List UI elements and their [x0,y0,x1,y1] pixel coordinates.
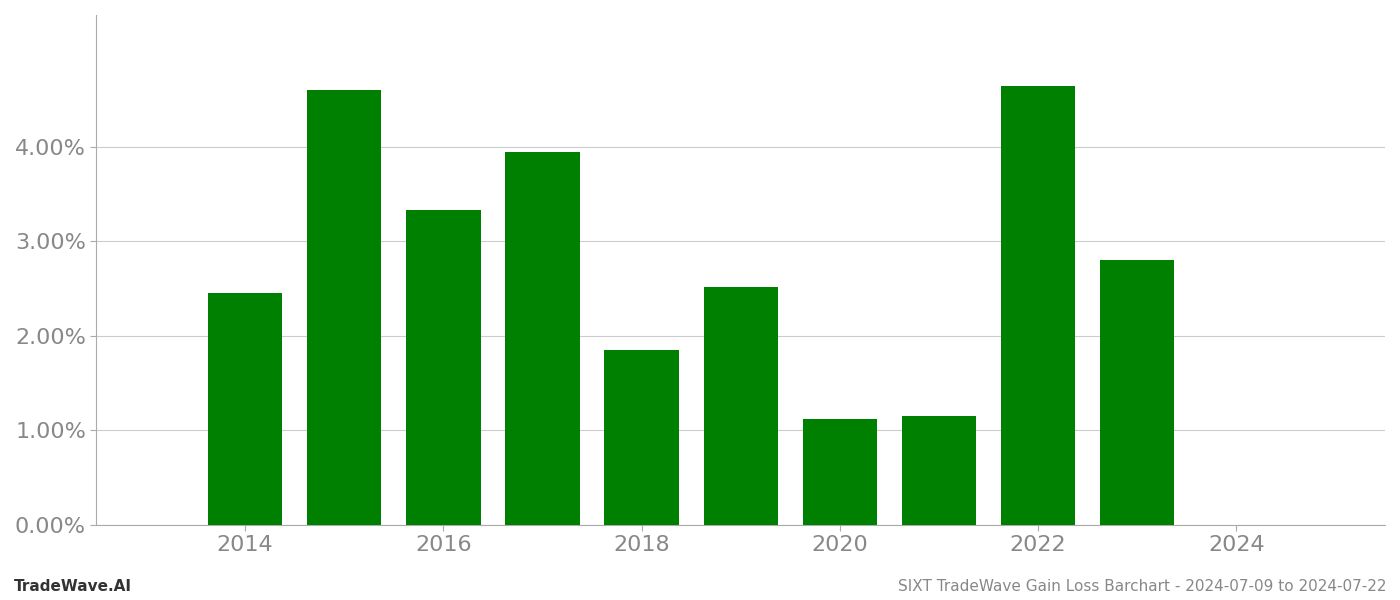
Bar [209,293,283,524]
Bar [406,211,480,524]
Bar [1100,260,1175,524]
Bar [902,416,976,524]
Bar [605,350,679,524]
Bar [1001,86,1075,524]
Bar [505,152,580,524]
Bar [704,287,778,524]
Bar [307,91,381,524]
Text: TradeWave.AI: TradeWave.AI [14,579,132,594]
Bar [802,419,876,524]
Text: SIXT TradeWave Gain Loss Barchart - 2024-07-09 to 2024-07-22: SIXT TradeWave Gain Loss Barchart - 2024… [897,579,1386,594]
